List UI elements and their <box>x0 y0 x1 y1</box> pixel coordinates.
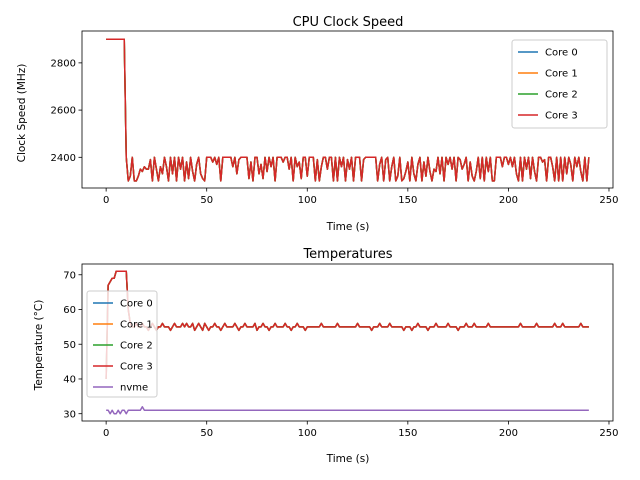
legend-item: Core 2 <box>518 90 578 101</box>
x-tick-label: 50 <box>200 428 213 439</box>
y-tick-label: 50 <box>63 340 76 351</box>
plot-area <box>81 30 614 189</box>
legend-label: Core 0 <box>120 299 153 310</box>
legend-item: Core 1 <box>93 320 153 331</box>
x-axis-label: Time (s) <box>326 453 370 465</box>
axis-ticks: 0 50 100 150 200 250 30 40 50 60 70 <box>63 270 618 439</box>
series-line-core-2 <box>105 270 589 379</box>
y-tick-label: 70 <box>63 270 76 281</box>
legend-item: nvme <box>93 383 148 394</box>
series-line-core-3 <box>105 270 589 379</box>
y-tick-label: 2800 <box>51 58 76 69</box>
y-tick-label: 60 <box>63 305 76 316</box>
x-tick-label: 150 <box>398 428 417 439</box>
y-tick-label: 2600 <box>51 106 76 117</box>
legend-frame <box>86 290 158 398</box>
series-lines <box>106 38 590 182</box>
chart-cpu-clock: CPU Clock Speed Time (s) Clock Speed (MH… <box>16 15 619 233</box>
legend-label: Core 2 <box>545 90 578 101</box>
legend-label: Core 2 <box>120 341 153 352</box>
series-line-core-3 <box>106 38 590 182</box>
x-axis-label: Time (s) <box>326 221 370 233</box>
legend-label: Core 3 <box>120 362 153 373</box>
legend: Core 0 Core 1 Core 2 Core 3 nvme <box>86 290 158 398</box>
legend-item: Core 3 <box>93 362 153 373</box>
x-tick-label: 150 <box>398 195 417 206</box>
x-tick-label: 200 <box>499 428 518 439</box>
plot-area <box>81 263 614 422</box>
legend-label: nvme <box>120 383 148 394</box>
legend: Core 0 Core 1 Core 2 Core 3 <box>511 39 608 129</box>
legend-label: Core 1 <box>120 320 153 331</box>
x-tick-label: 200 <box>499 195 518 206</box>
y-tick-label: 40 <box>63 375 76 386</box>
legend-label: Core 3 <box>545 111 578 122</box>
x-tick-label: 250 <box>599 195 618 206</box>
legend-frame <box>511 39 608 129</box>
chart-temperatures: Temperatures Time (s) Temperature (°C) 0… <box>33 247 619 465</box>
x-tick-label: 100 <box>298 195 317 206</box>
legend-label: Core 1 <box>545 69 578 80</box>
x-tick-label: 100 <box>298 428 317 439</box>
legend-item: Core 0 <box>93 299 153 310</box>
series-line-core-0 <box>105 270 589 379</box>
series-line-nvme <box>106 406 589 415</box>
y-axis-label: Temperature (°C) <box>33 300 45 392</box>
x-tick-label: 250 <box>599 428 618 439</box>
series-lines <box>105 270 589 415</box>
chart-title: Temperatures <box>302 247 392 262</box>
x-tick-label: 0 <box>103 195 109 206</box>
chart-title: CPU Clock Speed <box>293 15 404 30</box>
legend-item: Core 1 <box>518 69 578 80</box>
axis-ticks: 0 50 100 150 200 250 2400 2600 2800 <box>51 58 619 206</box>
y-axis-label: Clock Speed (MHz) <box>16 64 28 163</box>
y-tick-label: 30 <box>63 409 76 420</box>
x-tick-label: 50 <box>200 195 213 206</box>
legend-item: Core 2 <box>93 341 153 352</box>
x-tick-label: 0 <box>103 428 109 439</box>
y-tick-label: 2400 <box>51 153 76 164</box>
legend-label: Core 0 <box>545 48 578 59</box>
legend-item: Core 3 <box>518 111 578 122</box>
series-line-core-1 <box>105 270 589 379</box>
legend-item: Core 0 <box>518 48 578 59</box>
